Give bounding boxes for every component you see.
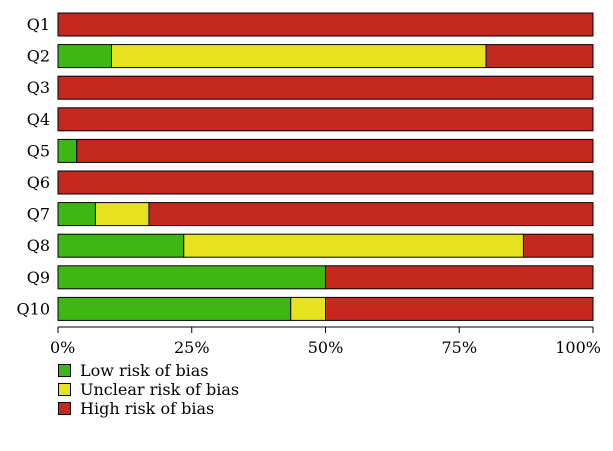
category-labels: Q1 Q2 Q3 Q4 Q5 Q6 Q7 Q8 Q9 Q10 [17,15,50,318]
category-label-q8: Q8 [27,236,50,255]
stacked-bar-chart: Q1 Q2 Q3 Q4 Q5 Q6 Q7 Q8 Q9 Q10 0% 25% 50% 75% 100% [17,12,601,357]
legend-label-high: High risk of bias [80,399,215,418]
bar-segment-q8-s2 [522,233,594,258]
bar-segment-q2-s1 [111,44,487,69]
category-label-q2: Q2 [27,47,50,66]
bar-segment-q10-s2 [325,296,594,321]
legend-label-low: Low risk of bias [80,361,209,380]
bar-segment-q5-s0 [57,138,78,163]
legend-label-unclear: Unclear risk of bias [80,380,240,399]
bar-segment-q2-s2 [485,44,594,69]
bar-segment-q9-s0 [57,265,326,290]
legend: Low risk of bias Unclear risk of bias Hi… [58,361,239,418]
x-tick-label-2: 50% [308,338,344,357]
bars-group [57,12,594,321]
bar-segment-q7-s2 [148,202,594,227]
legend-item-unclear: Unclear risk of bias [58,380,239,399]
legend-swatch-low [58,364,71,377]
legend-item-low: Low risk of bias [58,361,239,380]
category-label-q4: Q4 [27,110,50,129]
bar-segment-q10-s1 [290,296,327,321]
category-label-q10: Q10 [17,299,50,318]
bar-segment-q4-s2 [57,107,594,132]
category-label-q9: Q9 [27,268,50,287]
category-label-q6: Q6 [27,173,50,192]
bar-segment-q7-s1 [94,202,150,227]
bar-segment-q5-s2 [76,138,594,163]
bar-segment-q7-s0 [57,202,96,227]
bar-segment-q6-s2 [57,170,594,195]
bar-segment-q3-s2 [57,75,594,100]
legend-item-high: High risk of bias [58,399,239,418]
category-label-q3: Q3 [27,78,50,97]
category-label-q5: Q5 [27,141,50,160]
x-axis: 0% 25% 50% 75% 100% [50,326,601,357]
bar-segment-q1-s2 [57,12,594,37]
legend-swatch-unclear [58,383,71,396]
x-tick-label-4: 100% [555,338,601,357]
bar-segment-q8-s0 [57,233,185,258]
bar-segment-q9-s2 [325,265,594,290]
x-tick-label-0: 0% [50,338,75,357]
bar-segment-q2-s0 [57,44,112,69]
bar-segment-q10-s0 [57,296,292,321]
bar-segment-q8-s1 [183,233,524,258]
legend-swatch-high [58,402,71,415]
x-tick-label-1: 25% [174,338,210,357]
category-label-q1: Q1 [27,15,50,34]
x-tick-label-3: 75% [441,338,477,357]
category-label-q7: Q7 [27,205,50,224]
